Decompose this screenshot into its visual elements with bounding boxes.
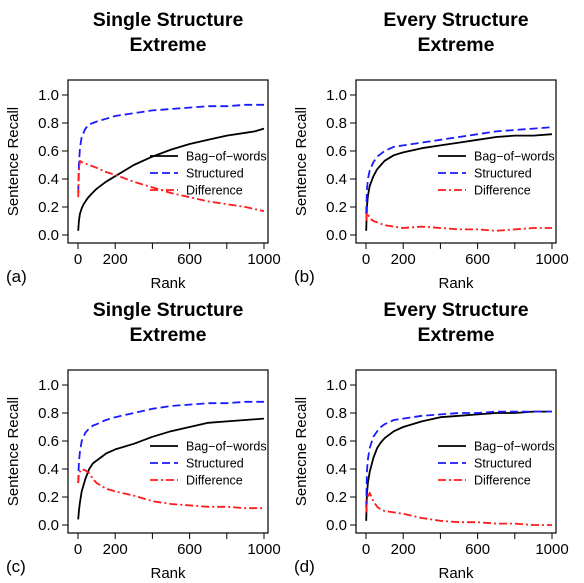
series-line-0 <box>77 417 265 520</box>
legend-label: Difference <box>186 474 243 488</box>
x-tick-label: 600 <box>177 251 202 268</box>
y-tick-label: 0.8 <box>326 405 347 422</box>
y-tick-label: 0.2 <box>326 489 347 506</box>
legend-label: Structured <box>474 167 532 181</box>
x-axis-label: Rank <box>150 275 186 292</box>
y-tick-label: 0.0 <box>38 517 59 534</box>
series-line-0 <box>365 410 552 521</box>
y-tick-label: 0.8 <box>326 115 347 132</box>
y-axis-label: Sentence Recall <box>5 397 22 506</box>
legend-label: Structured <box>186 457 244 471</box>
y-tick-label: 0.6 <box>38 143 59 160</box>
series-line-1 <box>77 103 264 194</box>
legend: Bag−of−words Structured Difference <box>438 150 555 198</box>
y-tick-label: 0.4 <box>326 171 347 188</box>
chart-title-line: Extreme <box>130 34 207 56</box>
y-tick-label: 0.8 <box>38 405 59 422</box>
legend: Bag−of−words Structured Difference <box>150 440 267 488</box>
x-tick-label: 600 <box>177 541 202 558</box>
legend: Bag−of−words Structured Difference <box>438 440 555 488</box>
series-line-2 <box>77 159 265 213</box>
legend-label: Bag−of−words <box>186 150 267 164</box>
legend-label: Difference <box>474 474 531 488</box>
y-tick-label: 0.6 <box>326 143 347 160</box>
series-line-2 <box>365 211 552 232</box>
series-line-0 <box>365 133 553 231</box>
x-axis-label: Rank <box>438 565 474 582</box>
plot-frame <box>67 369 269 534</box>
chart-title-line: Single Structure <box>93 9 244 31</box>
y-tick-label: 1.0 <box>326 377 347 394</box>
y-tick-label: 0.6 <box>38 433 59 450</box>
panel-label: (c) <box>6 557 26 576</box>
x-tick-label: 0 <box>362 251 370 268</box>
x-tick-label: 600 <box>465 541 490 558</box>
legend-label: Structured <box>186 167 244 181</box>
y-axis-label: Sentence Recall <box>293 107 310 216</box>
y-tick-label: 0.4 <box>38 171 59 188</box>
x-tick-label: 1000 <box>247 541 280 558</box>
legend-label: Bag−of−words <box>474 150 555 164</box>
legend-label: Structured <box>474 457 532 471</box>
y-tick-label: 1.0 <box>326 87 347 104</box>
series-line-1 <box>365 126 553 215</box>
y-tick-label: 0.2 <box>38 199 59 216</box>
x-tick-label: 0 <box>362 541 370 558</box>
series-line-2 <box>77 468 264 510</box>
panel-d: Every Structure Extreme 0.0 0.2 0.4 0.6 0.8 1.0… <box>293 299 569 582</box>
panel-label: (b) <box>294 267 315 286</box>
legend-label: Difference <box>186 184 243 198</box>
x-tick-label: 200 <box>391 541 416 558</box>
legend-label: Difference <box>474 184 531 198</box>
y-tick-label: 1.0 <box>38 377 59 394</box>
x-tick-label: 600 <box>465 251 490 268</box>
x-tick-label: 1000 <box>535 541 568 558</box>
x-tick-label: 0 <box>74 251 82 268</box>
y-tick-label: 0.0 <box>38 227 59 244</box>
plot-frame <box>355 369 557 534</box>
chart-title-line: Extreme <box>418 324 495 346</box>
x-tick-label: 0 <box>74 541 82 558</box>
chart-title-line: Extreme <box>130 324 207 346</box>
x-axis-label: Rank <box>438 275 474 292</box>
series-line-1 <box>77 400 264 484</box>
legend-label: Bag−of−words <box>474 440 555 454</box>
x-axis-label: Rank <box>150 565 186 582</box>
y-tick-label: 0.4 <box>38 461 59 478</box>
y-tick-label: 1.0 <box>38 87 59 104</box>
plot-frame <box>355 79 557 244</box>
x-tick-label: 1000 <box>247 251 280 268</box>
legend: Bag−of−words Structured Difference <box>150 150 267 198</box>
y-tick-label: 0.0 <box>326 517 347 534</box>
y-tick-label: 0.6 <box>326 433 347 450</box>
x-tick-label: 200 <box>103 541 128 558</box>
panel-b: Every Structure Extreme 0.0 0.2 0.4 0.6 0.8 1.0… <box>293 9 569 292</box>
x-tick-label: 200 <box>391 251 416 268</box>
y-tick-label: 0.0 <box>326 227 347 244</box>
chart-title-line: Extreme <box>418 34 495 56</box>
legend-label: Bag−of−words <box>186 440 267 454</box>
panel-label: (a) <box>6 267 27 286</box>
chart-title-line: Every Structure <box>383 9 528 31</box>
plot-frame <box>67 79 269 244</box>
chart-title-line: Single Structure <box>93 299 244 321</box>
series-line-1 <box>365 410 552 509</box>
y-tick-label: 0.2 <box>326 199 347 216</box>
y-tick-label: 0.8 <box>38 115 59 132</box>
chart-title-line: Every Structure <box>383 299 528 321</box>
y-axis-label: Sentecne Recall <box>293 397 310 506</box>
x-tick-label: 200 <box>103 251 128 268</box>
y-tick-label: 0.4 <box>326 461 347 478</box>
y-axis-label: Sentence Recall <box>5 107 22 216</box>
panel-label: (d) <box>294 557 315 576</box>
x-tick-label: 1000 <box>535 251 568 268</box>
panel-c: Single Structure Extreme 0.0 0.2 0.4 0.6 0.8 1.… <box>5 299 281 582</box>
series-line-2 <box>365 491 552 526</box>
y-tick-label: 0.2 <box>38 489 59 506</box>
panel-a: Single Structure Extreme 0.0 0.2 0.4 0.6 0.8 1.… <box>5 9 281 292</box>
series-line-0 <box>77 127 265 231</box>
